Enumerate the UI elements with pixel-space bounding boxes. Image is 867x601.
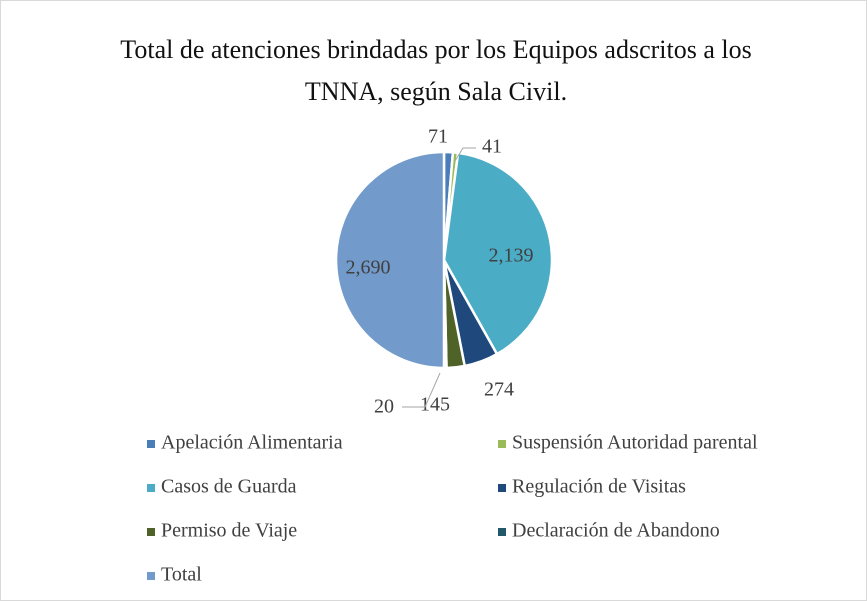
legend-label: Apelación Alimentaria xyxy=(161,432,343,454)
data-label: 2,139 xyxy=(489,245,534,267)
legend-swatch xyxy=(147,572,155,580)
legend-swatch xyxy=(498,484,506,492)
data-label: 41 xyxy=(482,136,502,158)
legend-label: Permiso de Viaje xyxy=(161,520,297,542)
legend-swatch xyxy=(498,528,506,536)
legend-label: Regulación de Visitas xyxy=(512,476,686,498)
legend-label: Casos de Guarda xyxy=(161,476,297,498)
pie-slice xyxy=(442,151,554,356)
legend-swatch xyxy=(147,440,155,448)
legend-label: Suspensión Autoridad parental xyxy=(512,432,758,454)
legend-label: Declaración de Abandono xyxy=(512,520,720,542)
chart-title: Total de atenciones brindadas por los Eq… xyxy=(120,35,752,106)
pie-slice xyxy=(334,150,446,370)
legend-swatch xyxy=(147,528,155,536)
legend-swatch xyxy=(498,440,506,448)
data-label: 274 xyxy=(484,379,514,401)
data-label: 20 xyxy=(374,396,394,418)
data-label: 2,690 xyxy=(346,257,391,279)
leader-line xyxy=(402,372,441,408)
leader-line xyxy=(454,147,476,162)
data-label: 145 xyxy=(420,394,450,416)
legend-swatch xyxy=(147,484,155,492)
legend-label: Total xyxy=(161,564,202,586)
data-label: 71 xyxy=(428,126,448,148)
